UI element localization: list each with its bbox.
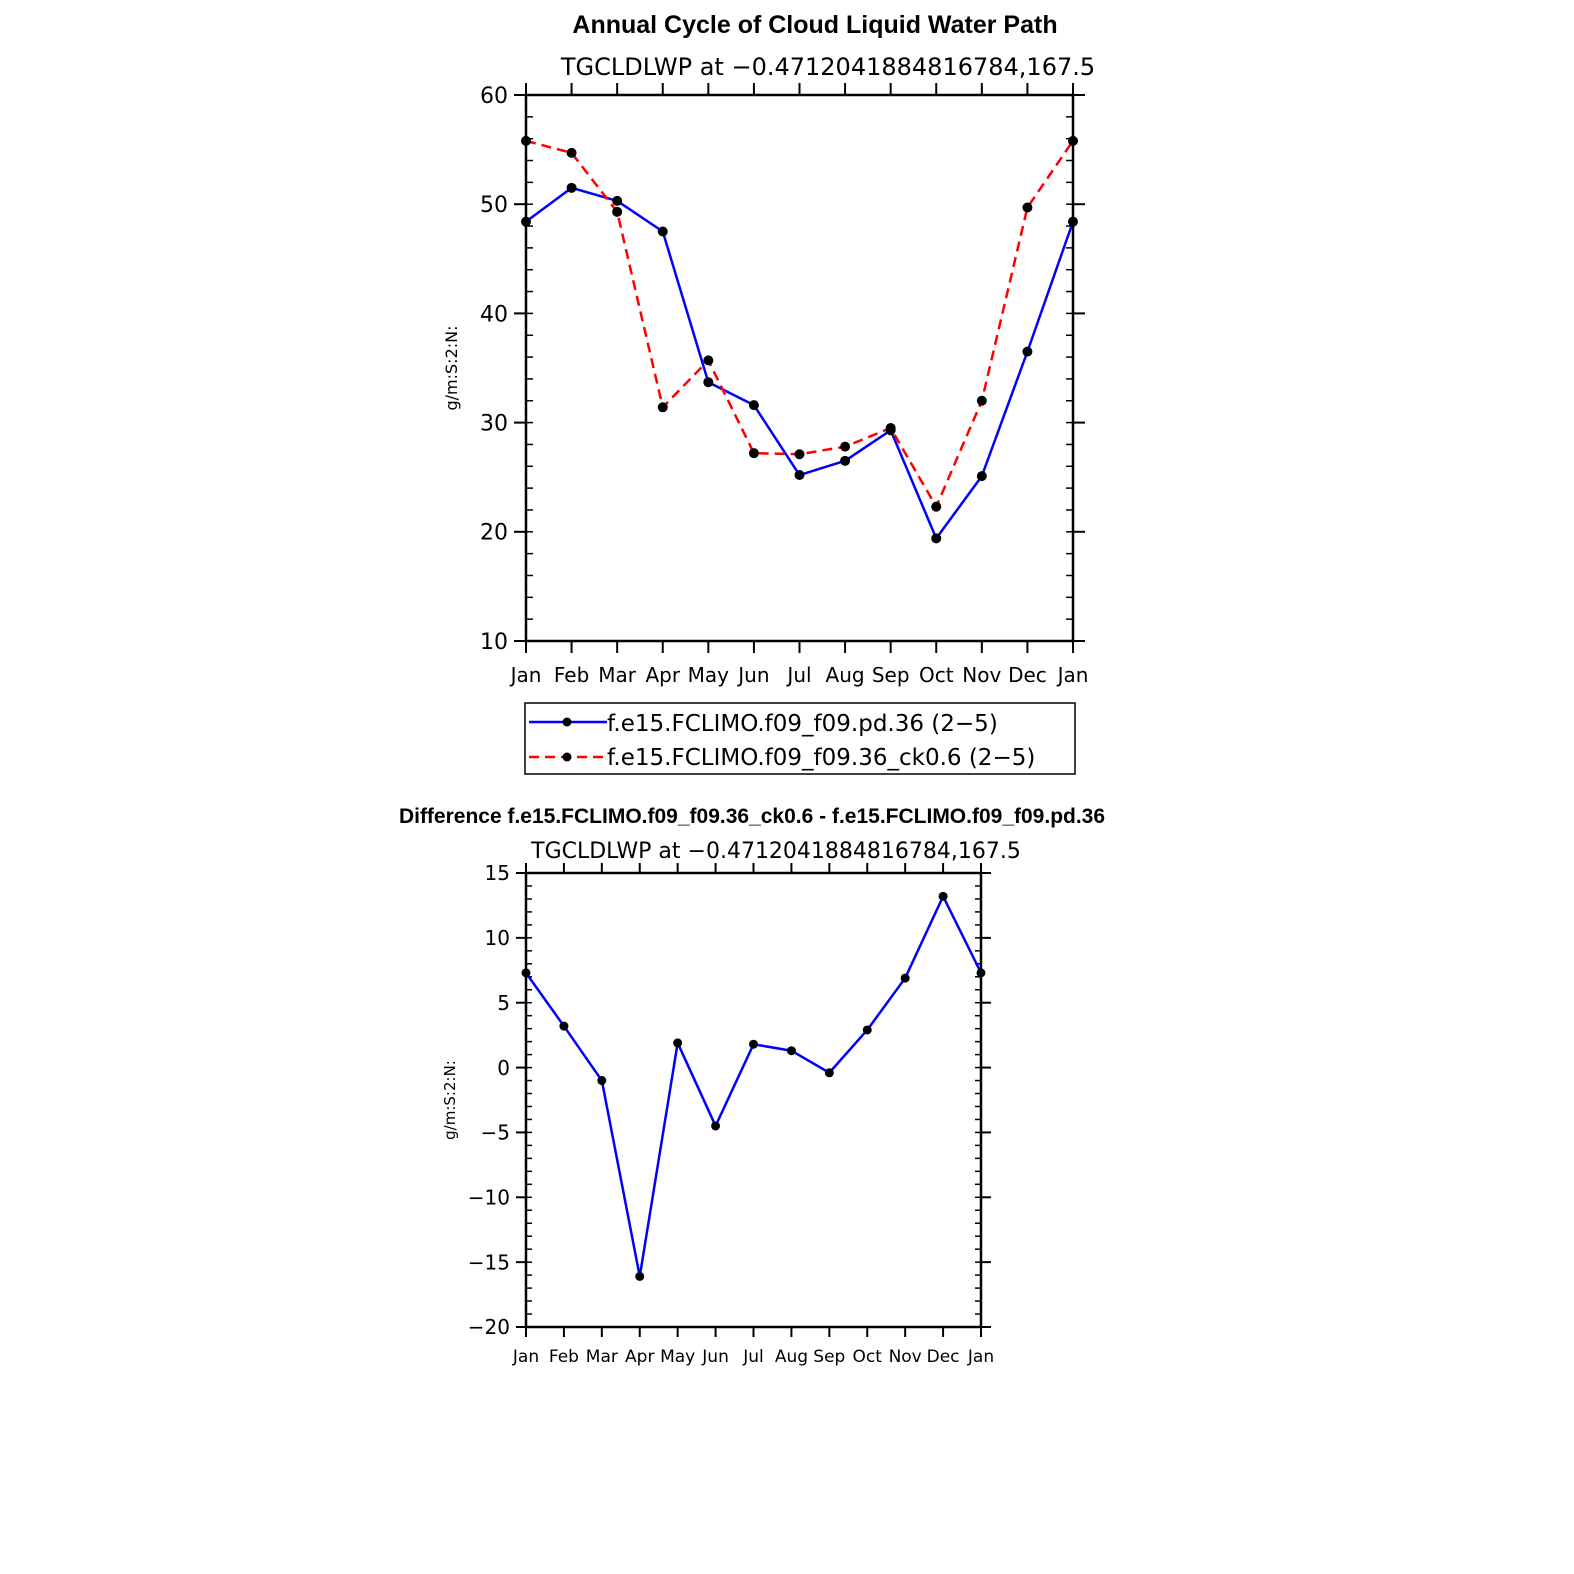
chart2-frame xyxy=(524,871,983,1329)
legend-label-series-1: f.e15.FCLIMO.f09_f09.pd.36 (2−5) xyxy=(607,711,998,737)
chart2-y-tick-label: 10 xyxy=(485,926,510,950)
chart1-series-1-point xyxy=(794,470,805,481)
chart2-y-tick-label: −15 xyxy=(468,1250,510,1274)
chart2-x-tick-label: Jul xyxy=(742,1347,764,1367)
chart1-x-tick-label: Sep xyxy=(872,663,910,687)
chart1-y-tick-label: 20 xyxy=(480,521,508,546)
chart2-series-1-point xyxy=(521,968,531,978)
chart1-x-tick-label: Jul xyxy=(785,663,811,687)
chart1-series-1-point xyxy=(703,377,714,388)
chart1-series-1-point xyxy=(1068,216,1078,227)
chart2-y-tick-label: −20 xyxy=(468,1315,510,1339)
chart2-x-tick-label: Aug xyxy=(775,1347,808,1367)
chart2-series-1-point xyxy=(824,1068,834,1078)
chart2-x-tick-label: Jun xyxy=(701,1347,729,1367)
chart2-plot: Jan Feb Mar Apr May Jun Jul Aug Sep Oct Nov Dec Jan−… xyxy=(468,861,994,1367)
chart2-series-1-point xyxy=(711,1121,721,1131)
chart2-x-tick-label: Jan xyxy=(512,1347,539,1367)
chart1-series-2-point xyxy=(794,449,805,460)
chart2-series-1-point xyxy=(786,1046,796,1056)
chart1-subtitle: TGCLDLWP at −0.4712041884816784,167.5 xyxy=(560,53,1095,81)
chart1-series-2-point xyxy=(521,135,531,146)
chart1-series-2-point xyxy=(566,147,577,158)
chart1-y-tick-label: 40 xyxy=(480,302,508,327)
chart1-y-axis-label: g/m:S:2:N: xyxy=(442,326,461,411)
chart2-x-tick-label: Feb xyxy=(549,1347,579,1367)
chart2-y-tick-label: 5 xyxy=(497,991,510,1015)
chart2-subtitle: TGCLDLWP at −0.4712041884816784,167.5 xyxy=(530,839,1021,864)
chart1-series-2-point xyxy=(612,206,623,217)
chart2-series-1-point xyxy=(900,973,910,983)
chart1-series-1-point xyxy=(976,471,987,482)
chart1-x-tick-label: Jan xyxy=(1056,663,1089,687)
chart1-series-2-point xyxy=(703,355,714,366)
chart2-series-1-point xyxy=(976,968,986,978)
chart1-y-tick-label: 10 xyxy=(480,630,508,655)
chart2-series-1-point xyxy=(635,1271,645,1281)
chart2-x-tick-label: Apr xyxy=(625,1347,654,1367)
chart2-series-1-line xyxy=(524,895,983,1278)
chart1-frame xyxy=(524,93,1075,643)
chart1-x-tick-label: Dec xyxy=(1008,663,1047,687)
chart1-series-2-point xyxy=(748,448,759,459)
chart1-series-1-point xyxy=(521,216,531,227)
chart2-x-tick-label: Sep xyxy=(813,1347,845,1367)
chart1-y-tick-label: 60 xyxy=(480,84,508,109)
chart1-series-2-point xyxy=(976,395,987,406)
chart1-x-tick-label: Oct xyxy=(919,663,954,687)
chart2-x-tick-label: Jan xyxy=(967,1347,994,1367)
chart2-x-tick-label: Dec xyxy=(927,1347,960,1367)
chart1-title: Annual Cycle of Cloud Liquid Water Path xyxy=(572,11,1057,39)
chart1-y-tick-label: 30 xyxy=(480,412,508,437)
chart1-series-2-point xyxy=(1022,202,1033,213)
chart2-series-1-point xyxy=(749,1039,758,1049)
chart1-x-tick-label: Jun xyxy=(736,663,769,687)
chart1-series-1-line xyxy=(525,186,1075,540)
chart1-plot: Jan Feb Mar Apr May Jun Jul Aug Sep Oct Nov Dec Jan1… xyxy=(480,83,1088,687)
chart1-series-1-point xyxy=(931,533,942,544)
chart1-x-tick-label: Jan xyxy=(509,663,542,687)
chart1-series-1-point xyxy=(657,226,668,237)
chart2-x-tick-label: Mar xyxy=(586,1347,618,1367)
chart2-series-1-point xyxy=(673,1038,683,1048)
chart2-title: Difference f.e15.FCLIMO.f09_f09.36_ck0.6… xyxy=(399,805,1105,828)
chart1-series-2-point xyxy=(931,501,942,512)
legend-marker-series-1 xyxy=(562,717,572,727)
chart1-series-1-point xyxy=(748,400,759,411)
chart1-x-tick-label: May xyxy=(688,663,730,687)
chart1-series-1-point xyxy=(612,195,623,206)
chart2-y-tick-label: 0 xyxy=(497,1056,510,1080)
chart2-y-tick-label: −10 xyxy=(468,1185,510,1209)
chart1-x-tick-label: Apr xyxy=(645,663,680,687)
chart2-series-1-point xyxy=(938,891,948,901)
legend-box xyxy=(524,702,1076,775)
chart2-y-axis-label: g/m:S:2:N: xyxy=(441,1060,459,1140)
chart2-x-tick-label: May xyxy=(660,1347,695,1367)
legend-marker-series-2 xyxy=(562,752,572,762)
chart2-series-1-point xyxy=(597,1076,607,1086)
chart1-series-2-point xyxy=(885,423,896,434)
chart1-series-2-point xyxy=(840,441,851,452)
chart2-series-1-point xyxy=(559,1021,569,1031)
chart1-x-tick-label: Aug xyxy=(826,663,865,687)
chart2-series-1-point xyxy=(862,1025,872,1035)
legend: f.e15.FCLIMO.f09_f09.pd.36 (2−5) f.e15.F… xyxy=(524,702,1076,775)
chart2-x-tick-label: Nov xyxy=(889,1347,922,1367)
chart1-x-tick-label: Mar xyxy=(598,663,637,687)
chart1-series-1-point xyxy=(1022,346,1033,357)
chart1-series-2-point xyxy=(1068,135,1078,146)
chart1-series-1-point xyxy=(840,455,851,466)
chart2-y-tick-label: 15 xyxy=(485,861,510,885)
chart2-x-tick-label: Oct xyxy=(853,1347,883,1367)
chart1-x-tick-label: Feb xyxy=(554,663,589,687)
chart1-y-tick-label: 50 xyxy=(480,193,508,218)
chart1-x-tick-label: Nov xyxy=(962,663,1001,687)
chart1-series-1-point xyxy=(566,182,577,193)
legend-label-series-2: f.e15.FCLIMO.f09_f09.36_ck0.6 (2−5) xyxy=(607,745,1035,771)
chart1-series-2-point xyxy=(657,402,668,413)
chart2-y-tick-label: −5 xyxy=(481,1121,510,1145)
